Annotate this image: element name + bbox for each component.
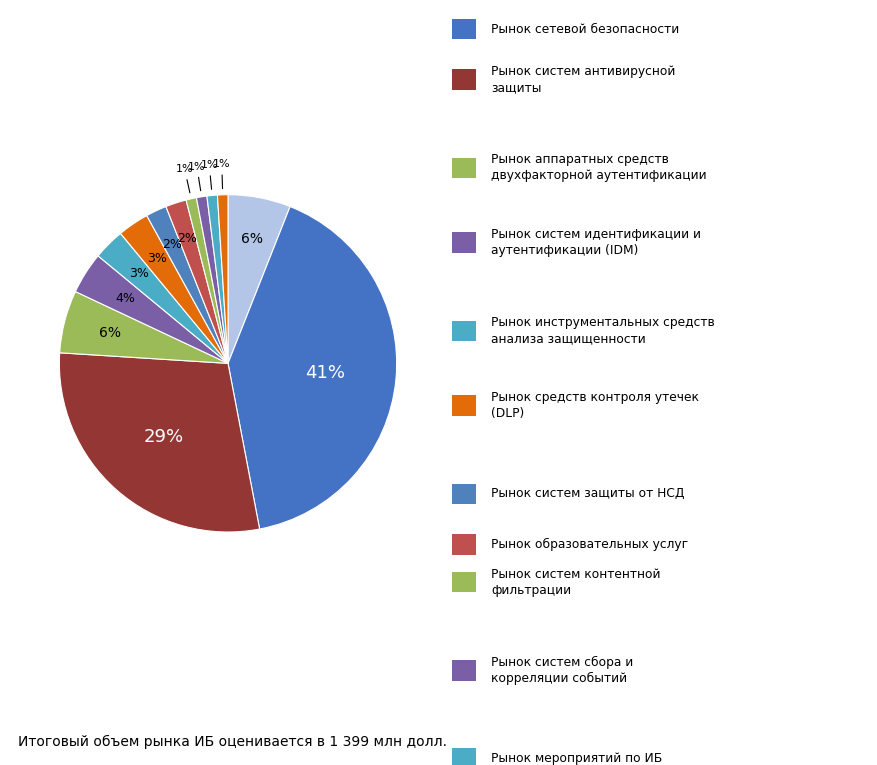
Text: Рынок систем антивирусной
защиты: Рынок систем антивирусной защиты bbox=[491, 65, 675, 94]
Wedge shape bbox=[228, 207, 396, 529]
Bar bbox=[452, 19, 475, 40]
Text: 1%: 1% bbox=[201, 160, 218, 190]
Bar bbox=[452, 396, 475, 416]
Text: 3%: 3% bbox=[129, 268, 148, 281]
Text: Рынок аппаратных средств
двухфакторной аутентификации: Рынок аппаратных средств двухфакторной а… bbox=[491, 153, 707, 182]
Text: 6%: 6% bbox=[240, 232, 263, 246]
Wedge shape bbox=[217, 195, 228, 363]
Wedge shape bbox=[60, 353, 260, 532]
Wedge shape bbox=[120, 216, 228, 363]
Bar bbox=[452, 660, 475, 681]
Text: Рынок образовательных услуг: Рынок образовательных услуг bbox=[491, 538, 688, 551]
Text: Рынок инструментальных средств
анализа защищенности: Рынок инструментальных средств анализа з… bbox=[491, 317, 715, 346]
Wedge shape bbox=[186, 197, 228, 363]
Text: Рынок систем идентификации и
аутентификации (IDM): Рынок систем идентификации и аутентифика… bbox=[491, 228, 701, 257]
Bar bbox=[452, 158, 475, 178]
Text: 3%: 3% bbox=[147, 252, 167, 265]
Text: 1%: 1% bbox=[175, 164, 194, 193]
Text: Рынок мероприятий по ИБ: Рынок мероприятий по ИБ bbox=[491, 752, 662, 765]
Bar bbox=[452, 321, 475, 341]
Wedge shape bbox=[196, 196, 228, 363]
Text: Рынок систем сбора и
корреляции событий: Рынок систем сбора и корреляции событий bbox=[491, 656, 633, 685]
Wedge shape bbox=[166, 200, 228, 363]
Bar bbox=[452, 233, 475, 253]
Text: Рынок сетевой безопасности: Рынок сетевой безопасности bbox=[491, 23, 680, 35]
Text: Итоговый объем рынка ИБ оценивается в 1 399 млн долл.: Итоговый объем рынка ИБ оценивается в 1 … bbox=[18, 735, 446, 749]
Text: Рынок средств контроля утечек
(DLP): Рынок средств контроля утечек (DLP) bbox=[491, 392, 699, 420]
Text: Рынок систем контентной
фильтрации: Рынок систем контентной фильтрации bbox=[491, 568, 660, 597]
Bar bbox=[452, 70, 475, 90]
Wedge shape bbox=[75, 256, 228, 363]
Text: 2%: 2% bbox=[177, 232, 197, 245]
Bar bbox=[452, 748, 475, 765]
Text: 29%: 29% bbox=[143, 428, 183, 446]
Bar bbox=[452, 534, 475, 555]
Wedge shape bbox=[60, 291, 228, 363]
Wedge shape bbox=[207, 195, 228, 363]
Wedge shape bbox=[146, 207, 228, 363]
Text: 6%: 6% bbox=[99, 326, 121, 340]
Bar bbox=[452, 571, 475, 592]
Text: Рынок систем защиты от НСД: Рынок систем защиты от НСД bbox=[491, 487, 685, 500]
Bar bbox=[452, 483, 475, 504]
Text: 1%: 1% bbox=[188, 162, 206, 190]
Wedge shape bbox=[98, 233, 228, 363]
Wedge shape bbox=[228, 195, 290, 363]
Text: 41%: 41% bbox=[305, 363, 346, 382]
Text: 1%: 1% bbox=[213, 159, 231, 189]
Text: 2%: 2% bbox=[162, 238, 182, 251]
Text: 4%: 4% bbox=[116, 291, 135, 304]
